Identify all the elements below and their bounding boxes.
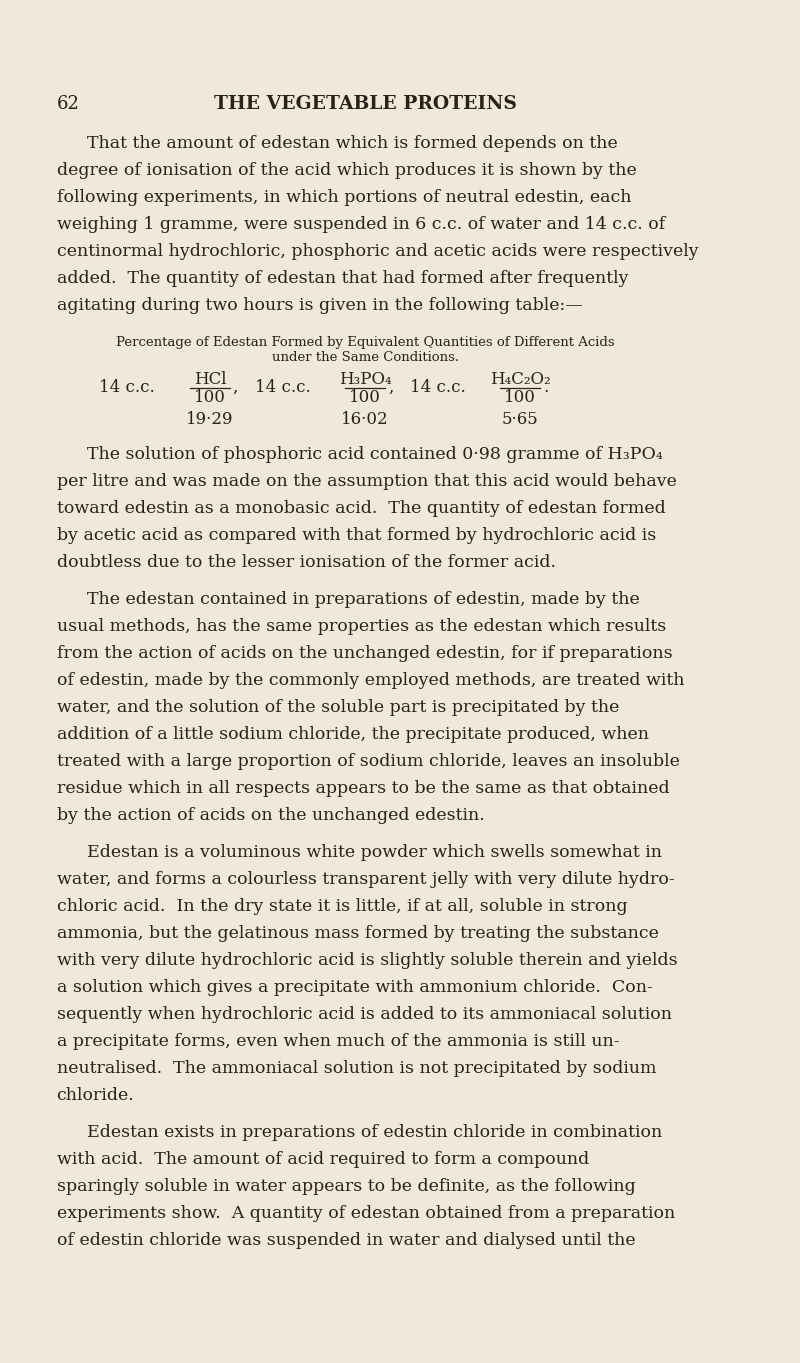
Text: water, and forms a colourless transparent jelly with very dilute hydro-: water, and forms a colourless transparen… (57, 871, 674, 889)
Text: per litre and was made on the assumption that this acid would behave: per litre and was made on the assumption… (57, 473, 677, 491)
Text: following experiments, in which portions of neutral edestin, each: following experiments, in which portions… (57, 189, 631, 206)
Text: by acetic acid as compared with that formed by hydrochloric acid is: by acetic acid as compared with that for… (57, 527, 656, 544)
Text: 5·65: 5·65 (502, 412, 538, 428)
Text: a solution which gives a precipitate with ammonium chloride.  Con-: a solution which gives a precipitate wit… (57, 979, 653, 996)
Text: That the amount of edestan which is formed depends on the: That the amount of edestan which is form… (86, 135, 618, 153)
Text: a precipitate forms, even when much of the ammonia is still un-: a precipitate forms, even when much of t… (57, 1033, 619, 1050)
Text: added.  The quantity of edestan that had formed after frequently: added. The quantity of edestan that had … (57, 270, 628, 288)
Text: usual methods, has the same properties as the edestan which results: usual methods, has the same properties a… (57, 617, 666, 635)
Text: 14 c.c.: 14 c.c. (254, 379, 310, 397)
Text: neutralised.  The ammoniacal solution is not precipitated by sodium: neutralised. The ammoniacal solution is … (57, 1060, 656, 1077)
Text: 19·29: 19·29 (186, 412, 234, 428)
Text: 14 c.c.: 14 c.c. (410, 379, 466, 397)
Text: weighing 1 gramme, were suspended in 6 c.c. of water and 14 c.c. of: weighing 1 gramme, were suspended in 6 c… (57, 215, 665, 233)
Text: HCl: HCl (194, 371, 226, 388)
Text: H₄C₂O₂: H₄C₂O₂ (490, 371, 550, 388)
Text: by the action of acids on the unchanged edestin.: by the action of acids on the unchanged … (57, 807, 484, 825)
Text: The solution of phosphoric acid contained 0·98 gramme of H₃PO₄: The solution of phosphoric acid containe… (86, 446, 662, 463)
Text: H₃PO₄: H₃PO₄ (339, 371, 391, 388)
Text: ,: , (388, 379, 394, 397)
Text: Edestan exists in preparations of edestin chloride in combination: Edestan exists in preparations of edesti… (86, 1124, 662, 1141)
Text: doubtless due to the lesser ionisation of the former acid.: doubtless due to the lesser ionisation o… (57, 553, 556, 571)
Text: sparingly soluble in water appears to be definite, as the following: sparingly soluble in water appears to be… (57, 1178, 635, 1195)
Text: addition of a little sodium chloride, the precipitate produced, when: addition of a little sodium chloride, th… (57, 726, 649, 743)
Text: agitating during two hours is given in the following table:—: agitating during two hours is given in t… (57, 297, 582, 313)
Text: of edestin, made by the commonly employed methods, are treated with: of edestin, made by the commonly employe… (57, 672, 684, 690)
Text: degree of ionisation of the acid which produces it is shown by the: degree of ionisation of the acid which p… (57, 162, 636, 179)
Text: 16·02: 16·02 (342, 412, 389, 428)
Text: 100: 100 (350, 388, 381, 406)
Text: experiments show.  A quantity of edestan obtained from a preparation: experiments show. A quantity of edestan … (57, 1205, 675, 1223)
Text: 100: 100 (194, 388, 226, 406)
Text: residue which in all respects appears to be the same as that obtained: residue which in all respects appears to… (57, 780, 670, 797)
Text: ,: , (233, 379, 238, 397)
Text: Percentage of Edestan Formed by Equivalent Quantities of Different Acids: Percentage of Edestan Formed by Equivale… (116, 337, 614, 349)
Text: 14 c.c.: 14 c.c. (99, 379, 155, 397)
Text: THE VEGETABLE PROTEINS: THE VEGETABLE PROTEINS (214, 95, 517, 113)
Text: sequently when hydrochloric acid is added to its ammoniacal solution: sequently when hydrochloric acid is adde… (57, 1006, 672, 1024)
Text: from the action of acids on the unchanged edestin, for if preparations: from the action of acids on the unchange… (57, 645, 672, 662)
Text: The edestan contained in preparations of edestin, made by the: The edestan contained in preparations of… (86, 592, 639, 608)
Text: toward edestin as a monobasic acid.  The quantity of edestan formed: toward edestin as a monobasic acid. The … (57, 500, 666, 517)
Text: under the Same Conditions.: under the Same Conditions. (272, 352, 458, 364)
Text: chloric acid.  In the dry state it is little, if at all, soluble in strong: chloric acid. In the dry state it is lit… (57, 898, 627, 915)
Text: 62: 62 (57, 95, 79, 113)
Text: with acid.  The amount of acid required to form a compound: with acid. The amount of acid required t… (57, 1150, 589, 1168)
Text: centinormal hydrochloric, phosphoric and acetic acids were respectively: centinormal hydrochloric, phosphoric and… (57, 243, 698, 260)
Text: 100: 100 (505, 388, 536, 406)
Text: .: . (543, 379, 549, 397)
Text: with very dilute hydrochloric acid is slightly soluble therein and yields: with very dilute hydrochloric acid is sl… (57, 951, 678, 969)
Text: of edestin chloride was suspended in water and dialysed until the: of edestin chloride was suspended in wat… (57, 1232, 635, 1249)
Text: treated with a large proportion of sodium chloride, leaves an insoluble: treated with a large proportion of sodiu… (57, 752, 679, 770)
Text: chloride.: chloride. (57, 1088, 134, 1104)
Text: water, and the solution of the soluble part is precipitated by the: water, and the solution of the soluble p… (57, 699, 619, 716)
Text: Edestan is a voluminous white powder which swells somewhat in: Edestan is a voluminous white powder whi… (86, 844, 662, 861)
Text: ammonia, but the gelatinous mass formed by treating the substance: ammonia, but the gelatinous mass formed … (57, 925, 658, 942)
